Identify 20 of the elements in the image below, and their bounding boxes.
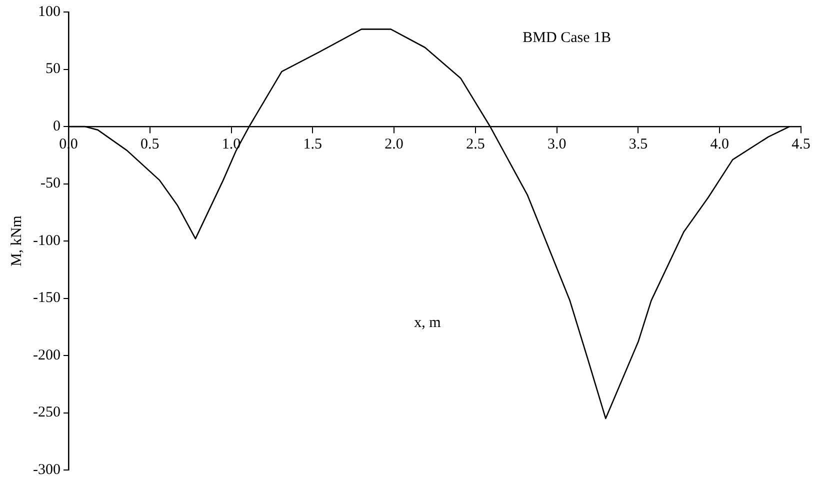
y-tick-label: -300 <box>32 462 60 478</box>
x-tick-label: 1.5 <box>303 136 322 152</box>
y-axis-title: M, kNm <box>8 215 25 266</box>
x-tick-label: 3.5 <box>628 136 648 152</box>
y-tick-label: -200 <box>32 347 60 364</box>
x-tick-label: 4.0 <box>710 136 729 152</box>
text: BMD Case 1B <box>522 30 611 46</box>
x-tick-label: 2.0 <box>384 136 404 152</box>
y-tick-label: -50 <box>40 176 60 192</box>
x-tick-label: 2.5 <box>466 136 485 152</box>
y-tick-label: 0 <box>52 118 60 134</box>
x-axis-title: x, m <box>414 315 442 332</box>
y-tick-label: 100 <box>38 4 60 20</box>
y-tick-label: -250 <box>32 404 60 421</box>
y-tick-label: 50 <box>45 61 60 78</box>
x-tick-label: 3.0 <box>547 136 566 152</box>
y-tick-label: -100 <box>32 232 60 249</box>
x-tick-label: 4.5 <box>792 136 810 152</box>
y-tick-label: -150 <box>32 290 60 306</box>
x-tick-label: 0.5 <box>140 136 160 152</box>
